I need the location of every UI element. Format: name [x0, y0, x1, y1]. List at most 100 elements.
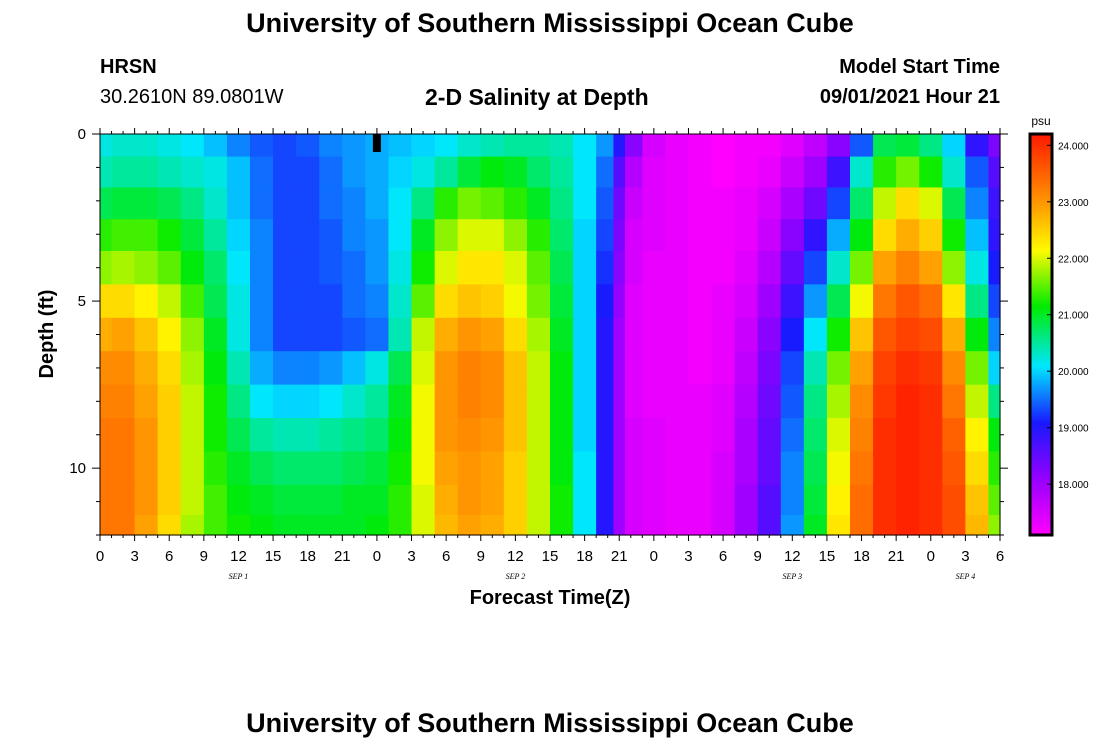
heatmap-cell [803, 418, 828, 453]
heatmap-cell [734, 384, 759, 419]
heatmap-cell [919, 514, 943, 536]
heatmap-cell [919, 451, 943, 486]
heatmap-cell [250, 484, 274, 516]
heatmap-cell [942, 317, 966, 352]
heatmap-cell [388, 351, 413, 386]
heatmap-cell [550, 250, 574, 285]
heatmap-cell [180, 384, 205, 419]
heatmap-cell [896, 384, 920, 419]
heatmap-cell [988, 250, 1001, 285]
heatmap-cell [411, 134, 436, 158]
heatmap-cell [711, 134, 736, 158]
heatmap-cell [342, 451, 366, 486]
date-label: SEP 1 [229, 572, 249, 581]
heatmap-cell [411, 219, 436, 252]
heatmap-cell [613, 156, 626, 189]
heatmap-cell [180, 219, 205, 252]
heatmap-cell [388, 418, 413, 453]
heatmap-cell [919, 219, 943, 252]
heatmap-cell [625, 484, 643, 516]
heatmap-cell [642, 134, 666, 158]
heatmap-cell [365, 484, 390, 516]
heatmap-cell [596, 351, 615, 386]
heatmap-cell [919, 156, 943, 189]
heatmap-cell [203, 250, 228, 285]
heatmap-cell [203, 514, 228, 536]
heatmap-cell [226, 134, 251, 158]
heatmap-cell [457, 284, 482, 319]
heatmap-cell [550, 317, 574, 352]
heatmap-cell [942, 250, 966, 285]
model-start-value: 09/01/2021 Hour 21 [819, 86, 1000, 108]
heatmap-cell [111, 451, 136, 486]
heatmap-cell [157, 418, 182, 453]
heatmap-cell [803, 351, 828, 386]
heatmap-cell [388, 451, 413, 486]
heatmap-cell [296, 384, 320, 419]
heatmap-cell [226, 384, 251, 419]
heatmap-cell [734, 187, 759, 220]
heatmap-cell [111, 134, 136, 158]
heatmap-cell [342, 484, 366, 516]
heatmap-cell [526, 250, 551, 285]
heatmap-cell [134, 317, 159, 352]
heatmap-cell [434, 384, 459, 419]
heatmap-cell [988, 484, 1001, 516]
colorbar [1028, 132, 1054, 537]
heatmap-cell [757, 484, 782, 516]
heatmap-cell [273, 250, 297, 285]
heatmap-cell [573, 284, 597, 319]
y-tick-label: 10 [69, 460, 86, 477]
heatmap-cell [688, 351, 713, 386]
heatmap-cell [434, 418, 459, 453]
heatmap-cell [273, 317, 297, 352]
heatmap-cell [873, 156, 897, 189]
heatmap-cell [100, 451, 113, 486]
heatmap-cell [457, 484, 482, 516]
heatmap-cell [250, 219, 274, 252]
x-tick-label: 3 [684, 548, 692, 565]
heatmap-cell [503, 484, 528, 516]
heatmap-cell [550, 284, 574, 319]
heatmap-cell [613, 351, 626, 386]
heatmap-cell [919, 284, 943, 319]
heatmap-cell [250, 134, 274, 158]
heatmap-cell [826, 418, 851, 453]
heatmap-cell [319, 384, 343, 419]
heatmap-cell [503, 219, 528, 252]
heatmap-cell [826, 351, 851, 386]
heatmap-cell [642, 351, 666, 386]
heatmap-cell [503, 514, 528, 536]
heatmap-cell [411, 384, 436, 419]
heatmap-cell [134, 451, 159, 486]
x-tick-label: 0 [96, 548, 104, 565]
date-labels: SEP 1 SEP 2 SEP 3 SEP 4 [229, 572, 976, 581]
heatmap-cell [780, 418, 805, 453]
heatmap-cell [411, 351, 436, 386]
heatmap-cell [896, 451, 920, 486]
x-tick-label: 18 [576, 548, 593, 565]
x-tick-label: 18 [853, 548, 870, 565]
heatmap-cell [411, 156, 436, 189]
heatmap-cell [457, 351, 482, 386]
heatmap-cell [180, 250, 205, 285]
heatmap-cell [480, 219, 505, 252]
heatmap-cell [111, 187, 136, 220]
heatmap-cell [526, 156, 551, 189]
heatmap-cell [780, 451, 805, 486]
heatmap-cell [526, 219, 551, 252]
heatmap-cell [942, 484, 966, 516]
heatmap-cell [434, 284, 459, 319]
x-tick-label: 9 [200, 548, 208, 565]
heatmap-cell [826, 134, 851, 158]
x-axis: 0 3 6 9 12 15 18 21 0 3 6 9 12 15 18 21 0 3 6 9 12 15 18 21 0 3 6 [96, 128, 1004, 565]
heatmap-cell [480, 484, 505, 516]
heatmap-cell [250, 317, 274, 352]
heatmap-cell [296, 451, 320, 486]
heatmap-cell [850, 451, 874, 486]
heatmap-cell [503, 451, 528, 486]
heatmap-cell [203, 187, 228, 220]
colorbar-unit: psu [1031, 114, 1050, 128]
heatmap-cell [157, 451, 182, 486]
heatmap-cell [365, 514, 390, 536]
